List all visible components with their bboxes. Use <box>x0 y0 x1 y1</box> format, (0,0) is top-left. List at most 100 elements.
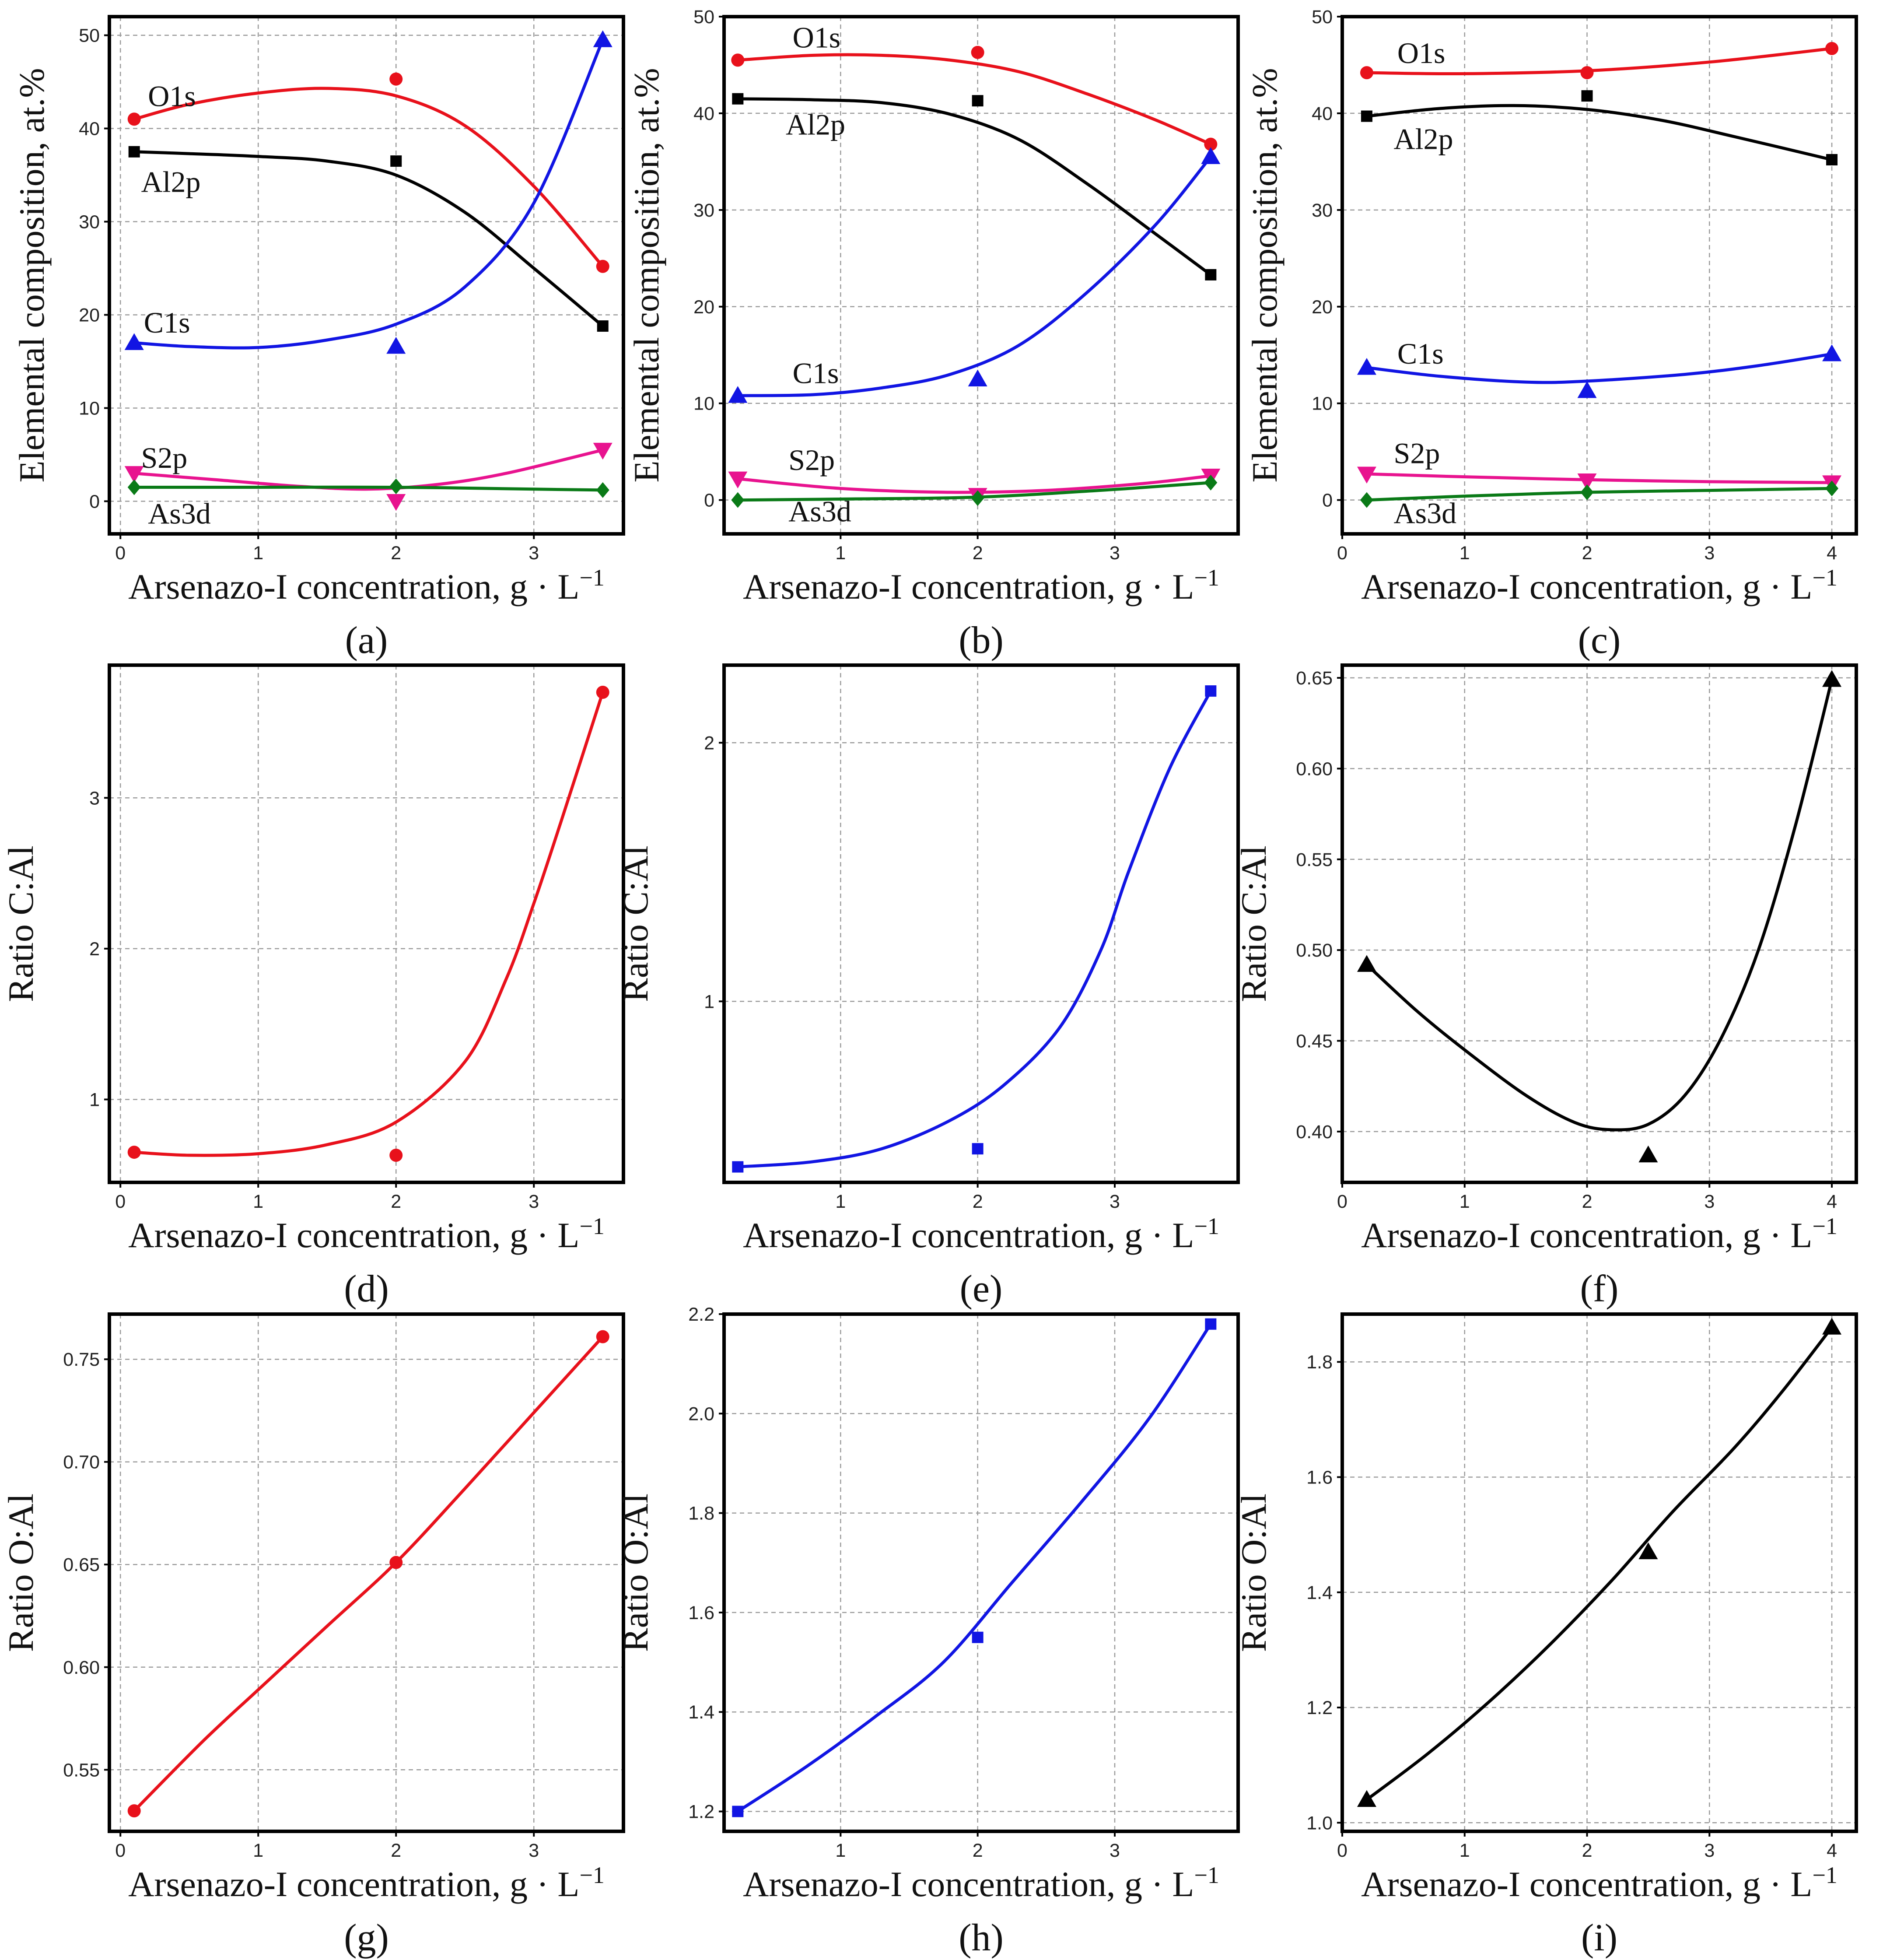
chart-panel-i: 0 1 2 3 4 1.0 1.2 1.4 1.6 1.8 Arsenazo-I concentra… <box>1234 1312 1858 1959</box>
x-tick-label: 3 <box>1110 1191 1120 1212</box>
panel-label: (d) <box>344 1268 389 1310</box>
data-point-s2p <box>593 442 612 460</box>
panel-label: (i) <box>1581 1917 1617 1959</box>
data-point-s2p <box>1577 473 1597 491</box>
x-axis-label: Arsenazo-I concentration, g · L−1 <box>743 1213 1219 1255</box>
plot-frame <box>108 15 625 536</box>
y-tick-label: 0.60 <box>1296 758 1333 779</box>
y-tick-label: 0.45 <box>1296 1031 1333 1052</box>
data-point-al2p <box>1361 110 1372 122</box>
series-line-c1s <box>736 155 1212 397</box>
series-line-c-al <box>1365 678 1834 1132</box>
y-tick-label: 2.0 <box>688 1403 714 1424</box>
y-axis-label: Elemental composition, at.% <box>12 68 52 482</box>
plot-frame <box>722 1312 1240 1833</box>
y-tick-label: 1.8 <box>688 1503 714 1524</box>
y-axis-label: Ratio O:Al <box>1 1494 41 1652</box>
data-point-o-al <box>1822 1318 1842 1335</box>
data-point-as3d <box>1204 474 1218 491</box>
y-tick-label: 2 <box>704 733 714 754</box>
data-point-as3d <box>596 482 609 498</box>
x-tick-label: 1 <box>835 1840 846 1861</box>
series-label-as3d: As3d <box>1394 497 1457 530</box>
x-tick-label: 4 <box>1827 1840 1837 1861</box>
data-point-o1s <box>389 72 403 86</box>
data-point-as3d <box>127 479 141 495</box>
data-point-c-al <box>732 1161 744 1173</box>
plot-frame <box>1340 663 1858 1184</box>
x-tick-label: 0 <box>1337 1191 1348 1212</box>
data-point-al2p <box>1826 154 1838 165</box>
data-point-o-al <box>127 1804 141 1818</box>
data-point-o1s <box>731 53 745 67</box>
y-tick-label: 40 <box>79 119 100 140</box>
x-tick-label: 0 <box>115 1840 126 1861</box>
series-line-al2p <box>736 97 1212 277</box>
data-point-as3d <box>1360 492 1373 508</box>
series-label-o1s: O1s <box>148 79 196 112</box>
x-axis-label: Arsenazo-I concentration, g · L−1 <box>128 1862 605 1904</box>
y-tick-label: 0.60 <box>63 1657 100 1678</box>
series-label-c1s: C1s <box>144 306 190 339</box>
y-tick-label: 0.55 <box>63 1760 100 1781</box>
y-tick-label: 10 <box>693 393 714 414</box>
chart-panel-f: 0 1 2 3 4 0.40 0.45 0.50 0.55 0.60 0.65 Arsenazo-I … <box>1234 663 1858 1310</box>
data-point-c1s <box>593 30 612 47</box>
y-tick-label: 30 <box>79 212 100 233</box>
data-point-c1s <box>386 337 406 354</box>
x-tick-label: 3 <box>1704 1191 1715 1212</box>
y-tick-label: 0.55 <box>1296 849 1333 870</box>
data-point-o-al <box>1205 1318 1217 1330</box>
panel-label: (e) <box>960 1268 1003 1310</box>
data-point-c-al <box>1205 685 1217 697</box>
data-point-al2p <box>597 320 609 332</box>
x-tick-label: 1 <box>1460 543 1470 564</box>
x-axis-label: Arsenazo-I concentration, g · L−1 <box>1361 1862 1838 1904</box>
series-label-s2p: S2p <box>1394 437 1440 470</box>
data-point-c1s <box>728 386 748 403</box>
plot-frame <box>1340 1312 1858 1833</box>
chart-panel-h: 1 2 3 1.2 1.4 1.6 1.8 2.0 2.2 Arsenazo-I concentr… <box>616 1304 1240 1959</box>
panel-label: (c) <box>1578 619 1621 662</box>
series-line-o1s <box>736 53 1212 146</box>
data-point-c-al <box>127 1146 141 1159</box>
series-line-o1s <box>133 87 605 268</box>
series-label-c1s: C1s <box>793 356 839 389</box>
x-tick-label: 2 <box>391 1840 401 1861</box>
plot-frame <box>108 663 625 1184</box>
y-tick-label: 3 <box>89 788 100 809</box>
data-point-s2p <box>728 471 748 489</box>
y-tick-label: 0 <box>704 490 714 511</box>
chart-panel-a: 0 1 2 301020304050O1sAl2pC1sS2pAs3dArsenazo… <box>12 15 625 662</box>
x-tick-label: 1 <box>253 1840 263 1861</box>
data-point-as3d <box>1825 480 1839 497</box>
x-tick-label: 3 <box>1110 543 1120 564</box>
series-line-c1s <box>1365 352 1834 384</box>
data-point-c1s <box>1201 147 1221 164</box>
plot-frame <box>722 663 1240 1184</box>
series-line-o-al <box>736 1322 1212 1813</box>
x-tick-label: 3 <box>1704 1840 1715 1861</box>
series-label-s2p: S2p <box>141 441 187 474</box>
data-point-c-al <box>1357 955 1376 972</box>
series-line-c-al <box>736 689 1212 1168</box>
y-axis-label: Ratio C:Al <box>1234 845 1274 1002</box>
x-tick-label: 2 <box>1582 543 1592 564</box>
y-tick-label: 40 <box>693 103 714 124</box>
data-point-c-al <box>389 1148 403 1162</box>
data-point-al2p <box>1581 90 1593 102</box>
data-point-al2p <box>128 146 140 158</box>
y-tick-label: 1.4 <box>688 1702 714 1723</box>
x-tick-label: 3 <box>528 543 539 564</box>
x-tick-label: 2 <box>1582 1191 1592 1212</box>
data-point-as3d <box>731 492 745 508</box>
y-axis-label: Elemental composition, at.% <box>626 68 666 482</box>
plot-frame <box>722 15 1240 536</box>
y-tick-label: 0.65 <box>63 1554 100 1575</box>
y-tick-label: 0.70 <box>63 1452 100 1473</box>
x-tick-label: 2 <box>391 543 401 564</box>
y-tick-label: 30 <box>693 200 714 221</box>
y-axis-label: Ratio C:Al <box>616 845 655 1002</box>
y-tick-label: 40 <box>1312 103 1333 124</box>
data-point-al2p <box>972 95 984 107</box>
